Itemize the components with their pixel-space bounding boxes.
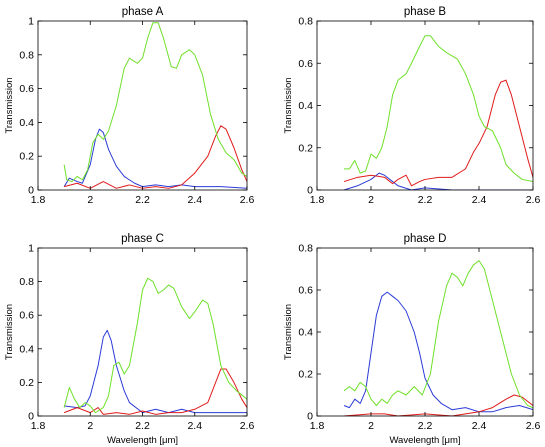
x-axis-label: Wavelength [μm] <box>107 435 178 446</box>
x-tick-label: 2.2 <box>418 194 433 206</box>
x-tick-label: 2.2 <box>135 194 150 206</box>
x-tick-label: 2.2 <box>135 420 150 432</box>
series-line-blue <box>64 329 247 414</box>
y-tick-label: 0.8 <box>19 276 34 288</box>
y-tick-label: 0 <box>307 185 313 197</box>
y-tick-label: 0.8 <box>298 243 313 255</box>
chart-panel-2: 1.8 2 2.2 2.4 2.6 0 0.2 0.4 0.6 0.8 phase B Transmi… <box>283 6 540 206</box>
x-tick-label: 2 <box>368 420 374 432</box>
series-line-green <box>344 35 533 183</box>
series-line-blue <box>63 128 247 189</box>
y-tick-label: 0 <box>28 185 34 197</box>
y-tick-label: 0.4 <box>19 117 34 129</box>
series-line-blue <box>343 291 533 413</box>
x-tick-label: 2 <box>87 420 93 432</box>
y-axis-label: Transmission <box>4 77 15 133</box>
x-tick-label: 2.2 <box>418 420 433 432</box>
x-tick-label: 1.8 <box>310 420 325 432</box>
x-tick-label: 2.6 <box>240 194 255 206</box>
y-axis-label: Transmission <box>4 304 15 360</box>
y-tick-label: 0.6 <box>19 310 34 322</box>
series-line-blue <box>343 172 533 190</box>
series-line-red <box>343 394 533 416</box>
x-tick-label: 2.6 <box>526 194 541 206</box>
x-tick-label: 2.4 <box>187 420 202 432</box>
chart-title: phase A <box>122 6 164 18</box>
y-tick-label: 1 <box>28 243 34 255</box>
x-tick-label: 2.4 <box>187 194 202 206</box>
y-tick-label: 0.6 <box>298 285 313 297</box>
series-line-red <box>63 368 247 415</box>
y-tick-label: 0.2 <box>298 142 313 154</box>
y-tick-label: 0.4 <box>298 327 313 339</box>
series-line-red <box>343 79 533 187</box>
y-axis-label: Transmission <box>283 304 294 360</box>
y-axis-label: Transmission <box>283 77 294 133</box>
y-tick-label: 0.2 <box>19 377 34 389</box>
y-tick-label: 0.8 <box>19 49 34 61</box>
series-line-green <box>343 260 533 409</box>
x-tick-label: 1.8 <box>31 420 46 432</box>
series-line-red <box>63 125 247 189</box>
chart-panel-3: 1.8 2 2.2 2.4 2.6 0 0.2 0.4 0.6 0.8 1 phase C Transm… <box>4 233 254 446</box>
axes-frame <box>37 247 248 417</box>
y-tick-label: 1 <box>28 16 34 28</box>
y-tick-label: 0.2 <box>298 369 313 381</box>
chart-title: phase C <box>121 233 164 245</box>
chart-panel-4: 1.8 2 2.2 2.4 2.6 0 0.2 0.4 0.6 0.8 phase D Transmi… <box>283 233 540 446</box>
axes-frame <box>37 20 248 191</box>
x-tick-label: 2.6 <box>526 420 541 432</box>
chart-panel-1: 1.8 2 2.2 2.4 2.6 0 0.2 0.4 0.6 0.8 1 phase A Transm… <box>4 6 254 206</box>
y-tick-label: 0 <box>28 411 34 423</box>
x-tick-label: 1.8 <box>31 194 46 206</box>
chart-title: phase D <box>404 233 447 245</box>
x-tick-label: 2 <box>368 194 374 206</box>
chart-title: phase B <box>404 6 447 18</box>
x-tick-label: 2.6 <box>240 420 255 432</box>
y-tick-label: 0 <box>307 411 313 423</box>
series-line-green <box>63 22 247 183</box>
x-tick-label: 2.4 <box>472 420 487 432</box>
y-tick-label: 0.8 <box>298 16 313 28</box>
y-tick-label: 0.2 <box>19 151 34 163</box>
axes-frame <box>316 20 534 191</box>
y-tick-label: 0.4 <box>19 343 34 355</box>
x-axis-label: Wavelength [μm] <box>389 435 460 446</box>
x-tick-label: 1.8 <box>310 194 325 206</box>
series-line-green <box>63 277 247 414</box>
x-tick-label: 2 <box>87 194 93 206</box>
y-tick-label: 0.6 <box>19 83 34 95</box>
y-tick-label: 0.4 <box>298 100 313 112</box>
x-tick-label: 2.4 <box>472 194 487 206</box>
y-tick-label: 0.6 <box>298 58 313 70</box>
